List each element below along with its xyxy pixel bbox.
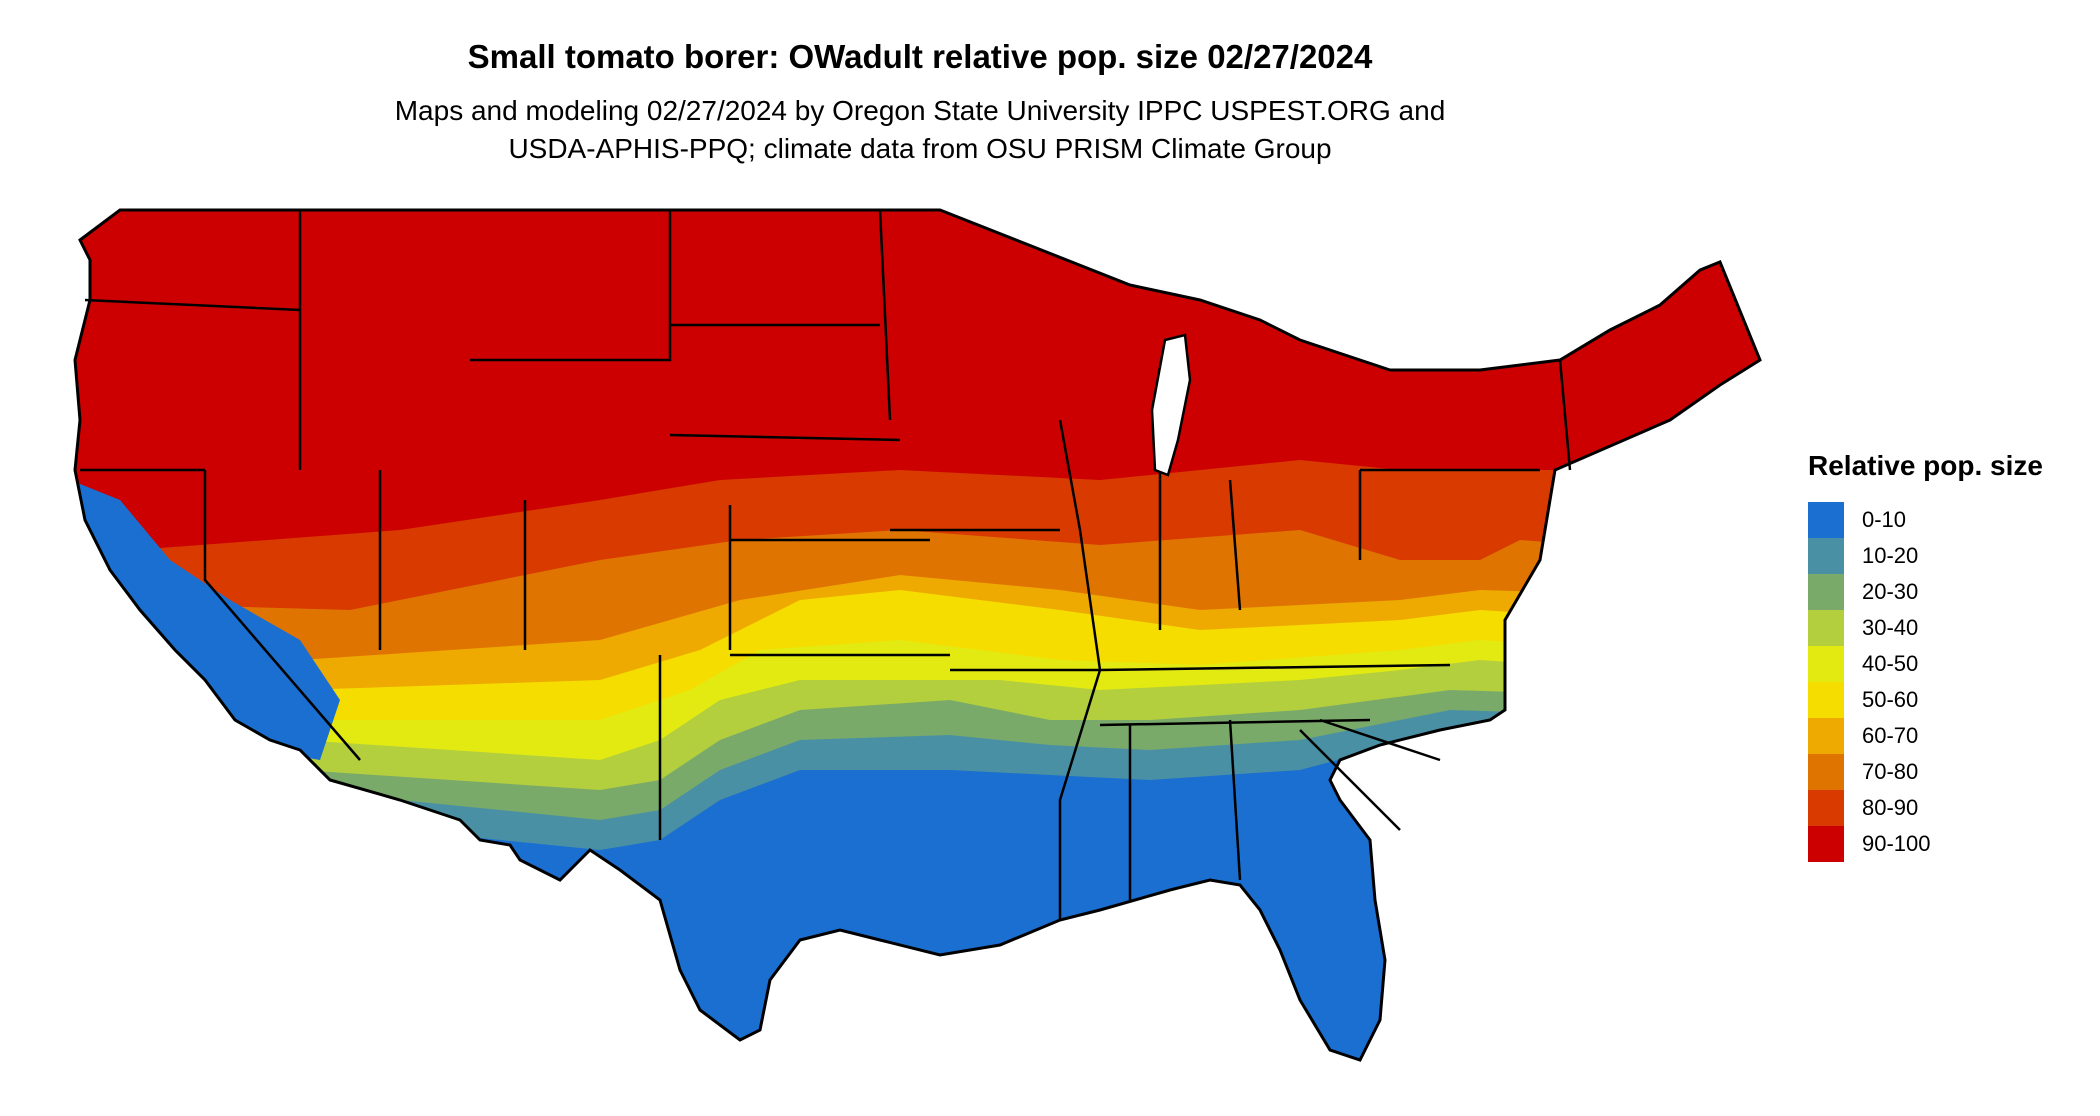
- legend-label: 40-50: [1862, 651, 1919, 676]
- subtitle-line-2: USDA-APHIS-PPQ; climate data from OSU PR…: [508, 133, 1332, 164]
- legend-label: 70-80: [1862, 759, 1919, 784]
- legend-swatch: [1808, 574, 1844, 610]
- legend-item: 0-10: [1808, 502, 2043, 538]
- legend-swatch: [1808, 790, 1844, 826]
- legend-item: 30-40: [1808, 610, 2043, 646]
- border-mt-wy: [470, 210, 672, 362]
- border-sd-ne: [669, 433, 901, 442]
- legend-swatch: [1808, 754, 1844, 790]
- legend-item: 70-80: [1808, 754, 2043, 790]
- subtitle-line-1: Maps and modeling 02/27/2024 by Oregon S…: [394, 95, 1446, 126]
- conus-outline: [73, 208, 1762, 1062]
- legend-title: Relative pop. size: [1808, 450, 2043, 481]
- legend-item: 20-30: [1808, 574, 2043, 610]
- legend-label: 10-20: [1862, 543, 1919, 568]
- border-wa-or: [84, 298, 301, 312]
- legend-item: 40-50: [1808, 646, 2043, 682]
- band-0-10: [75, 730, 1760, 1060]
- legend-item: 50-60: [1808, 682, 2043, 718]
- border-mn: [878, 209, 892, 421]
- border-ga-sc: [1299, 729, 1401, 831]
- legend-label: 90-100: [1862, 831, 1931, 856]
- legend-item: 60-70: [1808, 718, 2043, 754]
- legend-label: 80-90: [1862, 795, 1919, 820]
- temperature-bands: [75, 210, 1760, 1060]
- west-coast-cool-band: [75, 480, 340, 760]
- legend-label: 0-10: [1862, 507, 1907, 532]
- legend-items: 0-10 10-20 20-30 30-40 40-50 50-60 60-70 70-80 8…: [1808, 502, 2043, 862]
- legend-swatch: [1808, 826, 1844, 862]
- border-in-oh: [1228, 479, 1242, 611]
- legend-swatch: [1808, 610, 1844, 646]
- legend-item: 80-90: [1808, 790, 2043, 826]
- border-nc-sc: [1319, 718, 1441, 762]
- legend-label: 50-60: [1862, 687, 1919, 712]
- legend-item: 10-20: [1808, 538, 2043, 574]
- legend-swatch: [1808, 646, 1844, 682]
- legend-swatch: [1808, 502, 1844, 538]
- border-ca-nv: [203, 470, 361, 761]
- border-new-england: [1558, 359, 1572, 471]
- map-title: Small tomato borer: OWadult relative pop…: [467, 38, 1373, 75]
- map-subtitle: Maps and modeling 02/27/2024 by Oregon S…: [0, 92, 1840, 168]
- legend-swatch: [1808, 538, 1844, 574]
- legend: Relative pop. size 0-10 10-20 20-30 30-40 40…: [1808, 450, 2043, 862]
- state-borders: [80, 209, 1572, 920]
- legend-label: 20-30: [1862, 579, 1919, 604]
- legend-swatch: [1808, 682, 1844, 718]
- border-al-ga: [1228, 719, 1242, 881]
- border-tn-ky: [1099, 663, 1451, 672]
- legend-label: 60-70: [1862, 723, 1919, 748]
- legend-item: 90-100: [1808, 826, 2043, 862]
- legend-label: 30-40: [1862, 615, 1919, 640]
- legend-swatch: [1808, 718, 1844, 754]
- lake-michigan: [1150, 333, 1192, 477]
